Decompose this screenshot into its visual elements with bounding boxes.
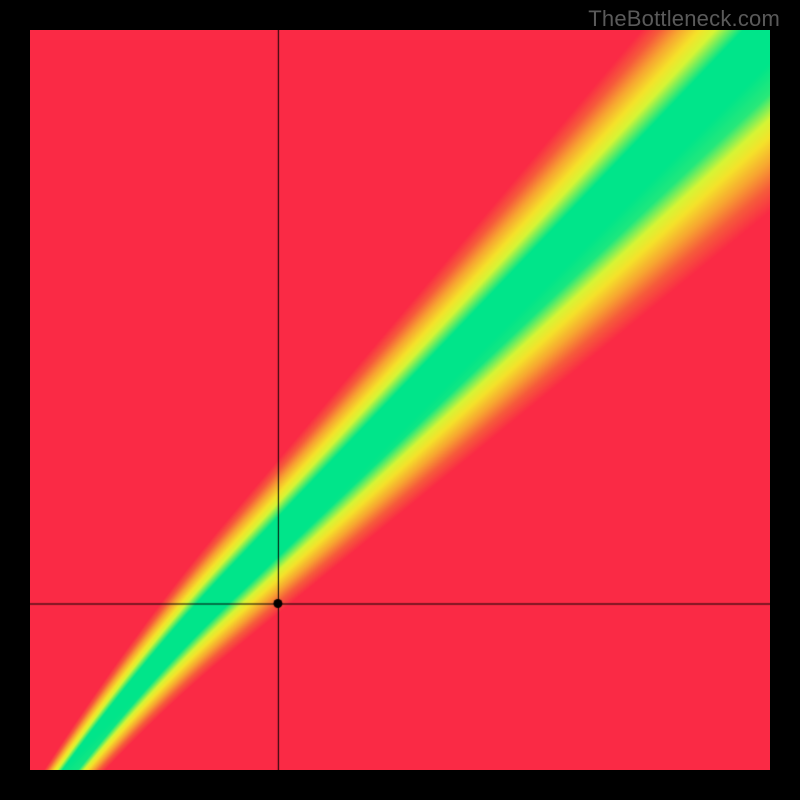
bottleneck-heatmap	[30, 30, 770, 770]
watermark-text: TheBottleneck.com	[588, 6, 780, 32]
